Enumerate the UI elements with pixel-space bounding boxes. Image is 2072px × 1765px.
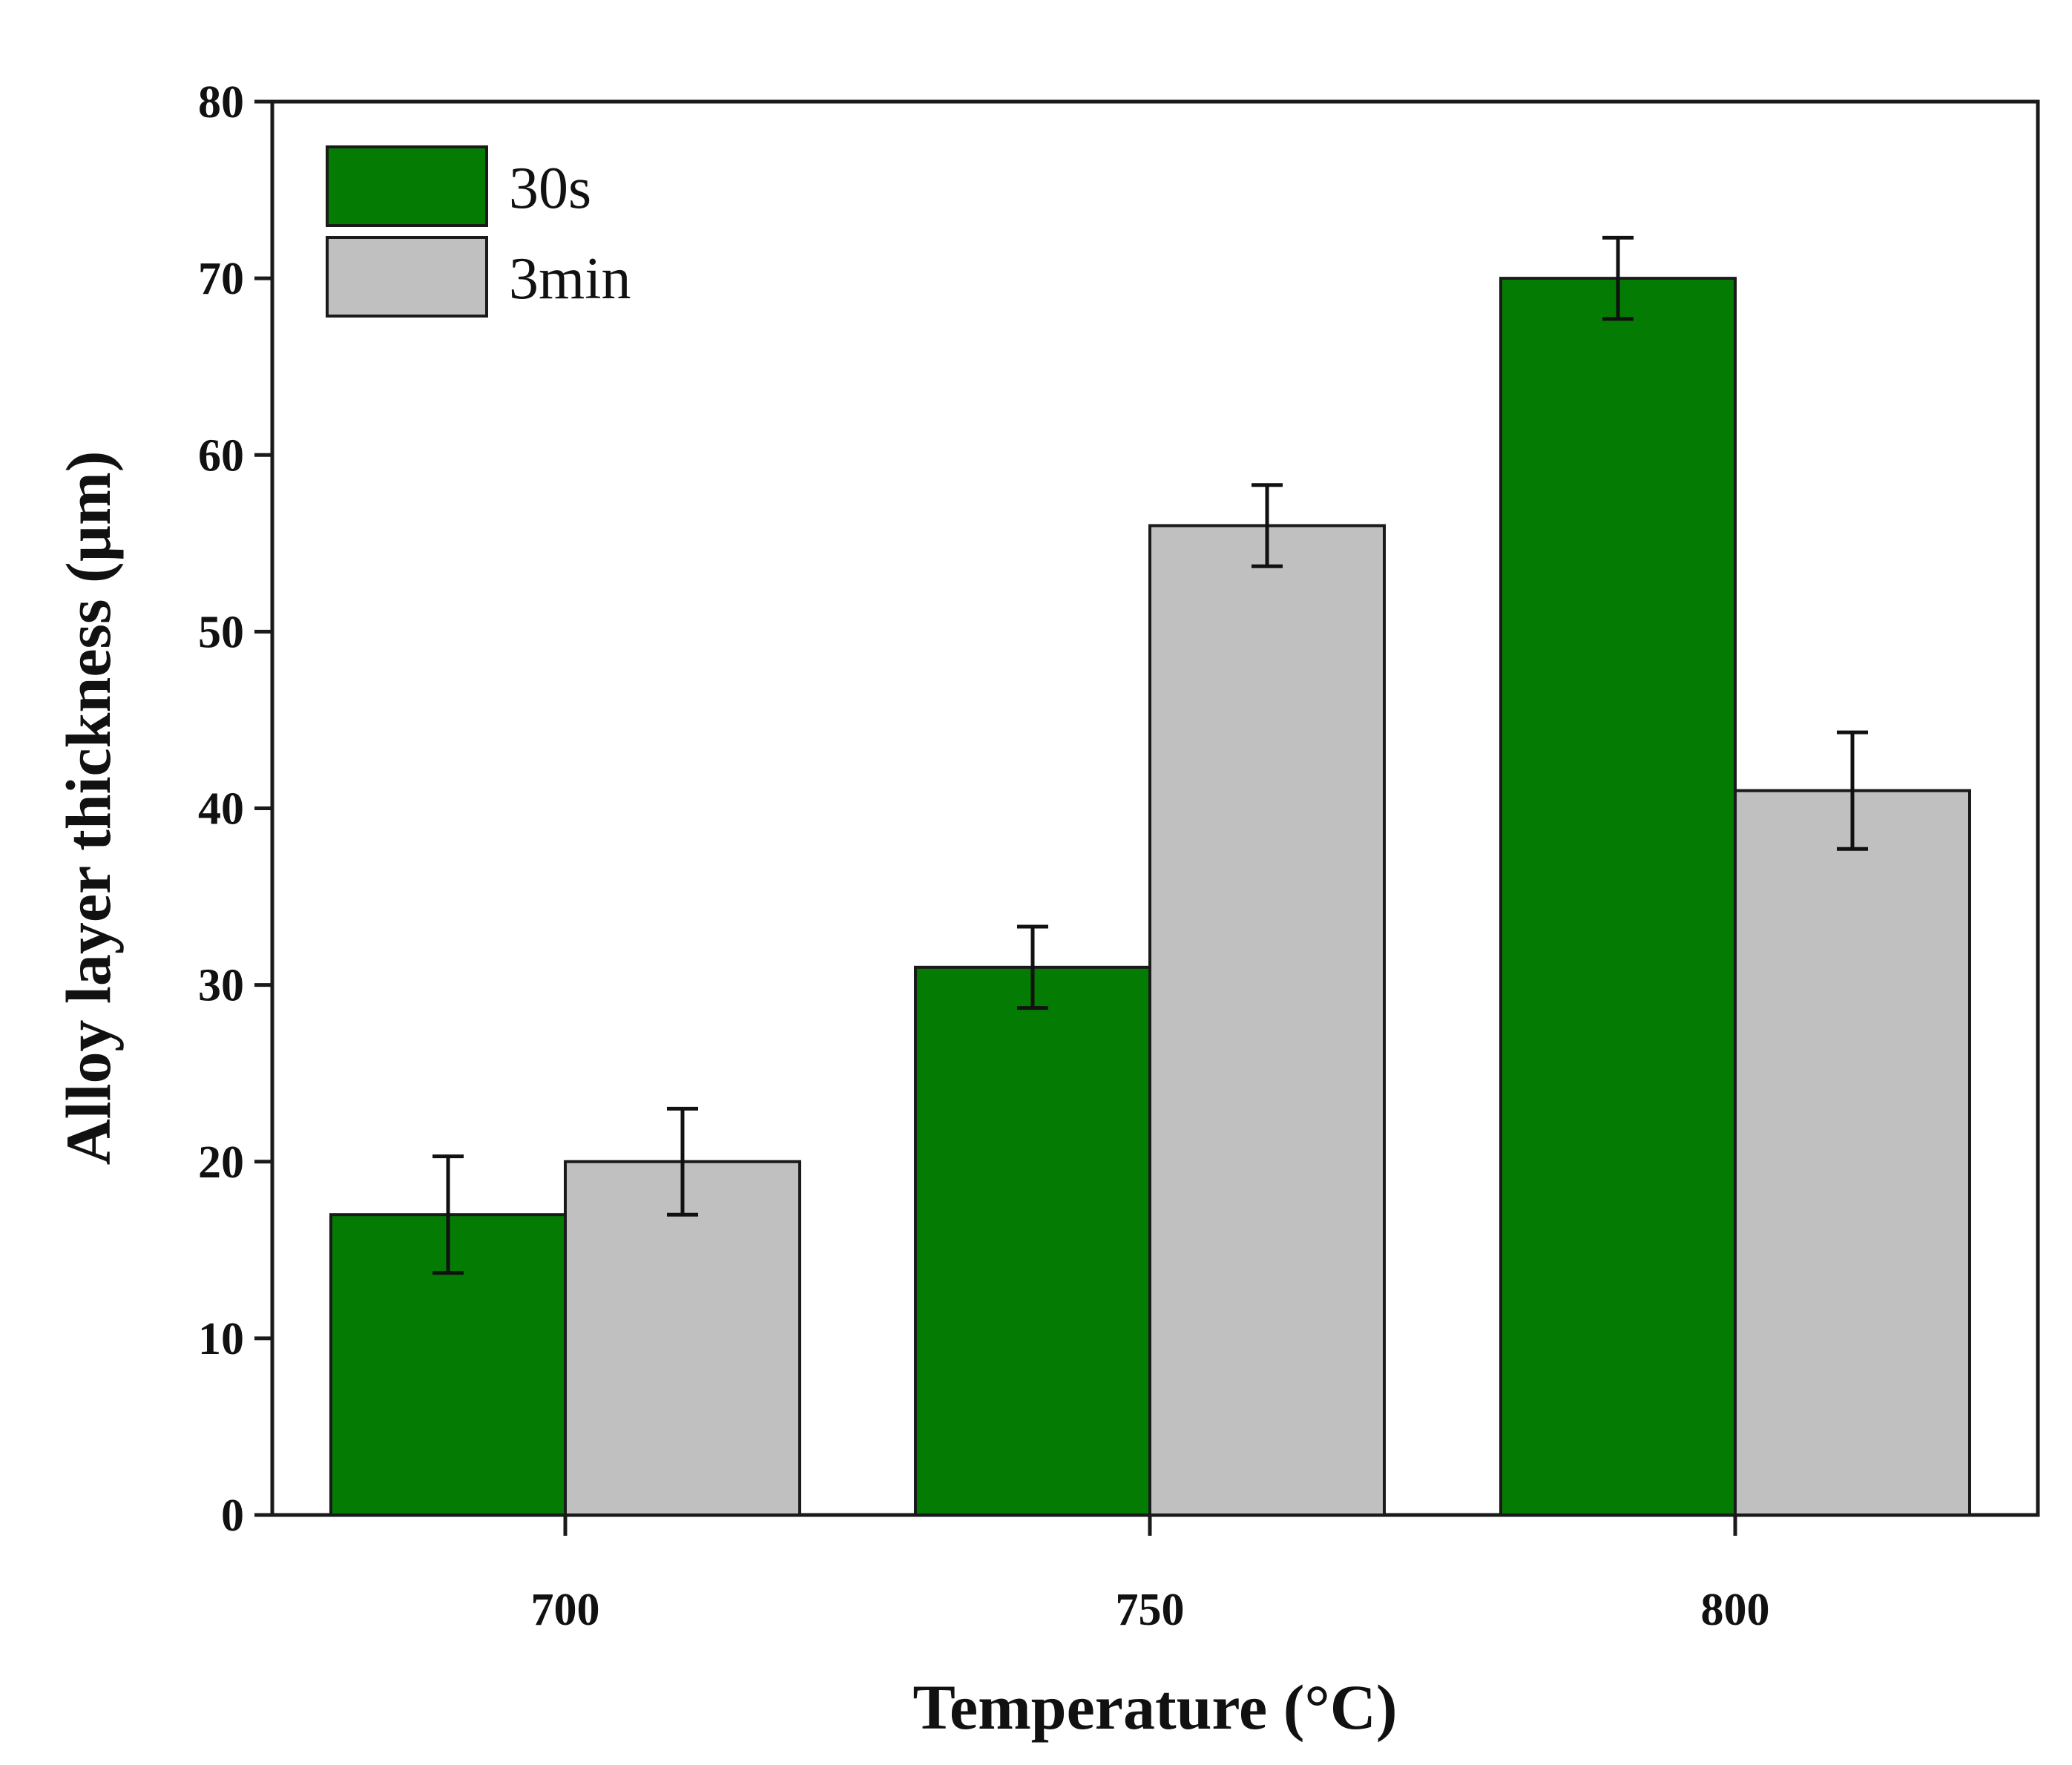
x-axis: 700 750 800 (531, 1515, 1770, 1635)
bar-3min-750 (1148, 524, 1386, 1516)
error-bar-3min-750 (1252, 483, 1283, 568)
y-tick-label: 20 (198, 1137, 244, 1188)
y-tick-label: 40 (198, 784, 244, 835)
y-tick-label: 10 (198, 1314, 244, 1364)
error-bar-3min-700 (667, 1106, 698, 1217)
bar-30s-750 (914, 965, 1151, 1516)
legend: 30s 3min (326, 145, 631, 318)
legend-swatch-3min (326, 236, 488, 318)
legend-label-30s: 30s (509, 156, 591, 221)
legend-swatch-30s (326, 145, 488, 227)
legend-label-3min: 3min (509, 246, 631, 312)
y-axis: 0 10 20 30 40 50 60 70 80 (198, 77, 272, 1541)
bar-3min-700 (564, 1160, 801, 1516)
error-bar-3min-800 (1837, 730, 1868, 851)
x-tick-label: 800 (1701, 1585, 1770, 1635)
x-tick-label: 700 (531, 1585, 600, 1635)
error-bars-layer (433, 235, 1868, 1275)
bar-3min-800 (1734, 789, 1971, 1516)
x-tick-label: 750 (1116, 1585, 1185, 1635)
y-tick-label: 80 (198, 77, 244, 128)
error-bar-30s-750 (1017, 924, 1048, 1010)
y-tick-label: 60 (198, 430, 244, 481)
y-tick-label: 0 (221, 1490, 244, 1541)
y-tick-label: 30 (198, 961, 244, 1011)
bar-30s-800 (1499, 277, 1737, 1516)
error-bar-30s-700 (433, 1154, 464, 1275)
y-tick-label: 50 (198, 607, 244, 657)
x-axis-title: Temperature (°C) (913, 1672, 1398, 1743)
y-tick-label: 70 (198, 254, 244, 304)
bars-layer (329, 277, 1971, 1516)
y-axis-title: Alloy layer thickness (µm) (53, 451, 124, 1166)
error-bar-30s-800 (1602, 235, 1634, 321)
